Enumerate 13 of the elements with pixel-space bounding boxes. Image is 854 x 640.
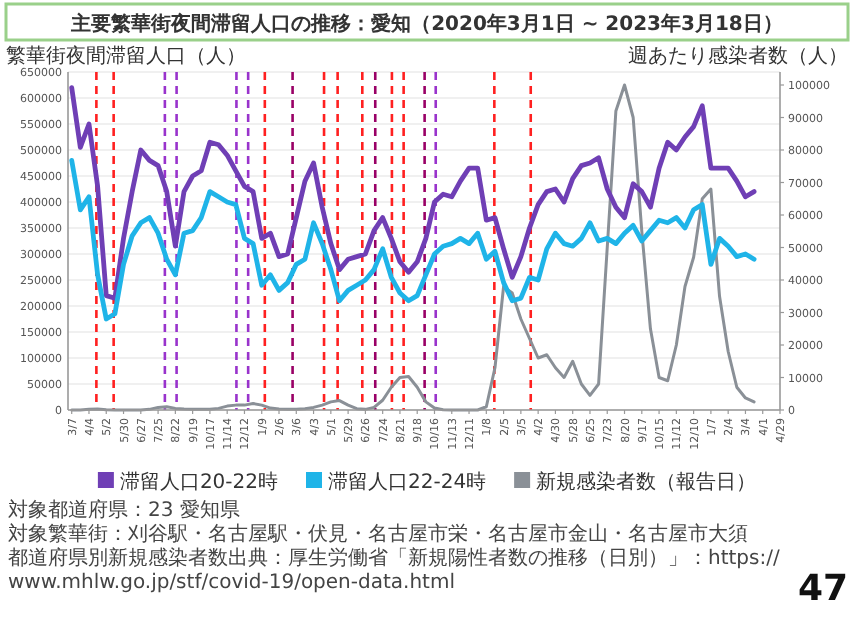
- text: 都道府県別新規感染者数出典：厚生労働省「新規陽性者数の推移（日別）」：https://www.mhlw.go.jp/stf/covid-19/open-data.html: [8, 546, 781, 594]
- chart-title: 主要繁華街夜間滞留人口の推移：愛知（2020年3月1日 ~ 2023年3月18日）: [69, 12, 783, 36]
- legend-label: 新規感染者数（報告日）: [536, 470, 757, 494]
- legend-label: 滞留人口22-24時: [328, 470, 487, 494]
- line-series: [70, 83, 756, 412]
- line-series: [69, 85, 757, 301]
- text: 47: [797, 568, 848, 610]
- line-series: [69, 158, 757, 322]
- text: 対象都道府県：23 愛知県: [8, 498, 240, 522]
- legend-label: 滞留人口20-22時: [119, 470, 278, 494]
- y-axis-title: 繁華街夜間滞留人口（人）: [6, 44, 246, 68]
- y2-axis-title: 週あたり感染者数（人）: [628, 44, 848, 68]
- text: 対象繁華街：刈谷駅・名古屋駅・伏見・名古屋市栄・名古屋市金山・名古屋市大須: [8, 522, 748, 546]
